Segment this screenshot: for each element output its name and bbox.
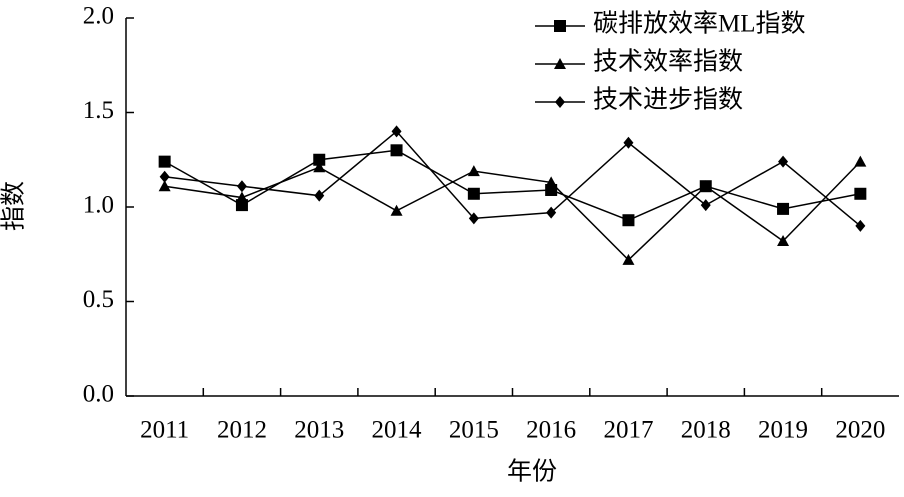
x-axis-label: 年份 (507, 458, 557, 486)
marker (622, 214, 635, 227)
marker (236, 180, 247, 193)
marker (235, 191, 248, 203)
marker (390, 144, 403, 157)
marker (700, 199, 711, 212)
marker (699, 180, 712, 192)
series-line (164, 161, 861, 261)
marker (777, 202, 790, 215)
marker (467, 187, 480, 200)
y-tick-label: 2.0 (83, 3, 114, 30)
x-tick-label: 2015 (449, 417, 499, 444)
y-tick-label: 0.5 (83, 286, 114, 313)
marker (855, 219, 866, 232)
x-tick-label: 2016 (526, 417, 576, 444)
marker (158, 180, 171, 192)
y-axis-label: 指数 (0, 181, 28, 231)
marker (159, 170, 170, 183)
marker (854, 155, 867, 167)
marker (391, 125, 402, 138)
x-tick-label: 2012 (217, 417, 267, 444)
marker (314, 189, 325, 202)
marker (390, 204, 403, 216)
marker (468, 212, 479, 225)
marker (777, 235, 790, 247)
y-tick-label: 1.5 (83, 97, 114, 124)
legend-label: 技术效率指数 (593, 48, 743, 76)
x-tick-label: 2017 (603, 417, 653, 444)
marker (778, 155, 789, 168)
marker (158, 155, 171, 168)
legend-label: 技术进步指数 (593, 86, 743, 114)
x-tick-label: 2019 (758, 417, 808, 444)
x-tick-label: 2018 (681, 417, 731, 444)
marker (854, 187, 867, 200)
legend-marker (554, 58, 566, 69)
x-tick-label: 2014 (372, 417, 423, 444)
x-tick-label: 2020 (835, 417, 885, 444)
marker (546, 206, 557, 219)
series-line (164, 149, 861, 222)
marker (622, 253, 635, 265)
series-line (164, 130, 861, 227)
marker (623, 136, 634, 149)
marker (313, 161, 326, 173)
marker (545, 176, 558, 188)
x-tick-label: 2013 (294, 417, 344, 444)
y-tick-label: 0.0 (83, 381, 114, 408)
marker (467, 165, 480, 177)
x-tick-label: 2011 (140, 417, 189, 444)
legend-marker (554, 20, 566, 32)
legend-marker (555, 96, 565, 108)
legend-label: 碳排放效率ML指数 (593, 10, 806, 38)
marker (313, 153, 326, 166)
y-tick-label: 1.0 (83, 192, 114, 219)
